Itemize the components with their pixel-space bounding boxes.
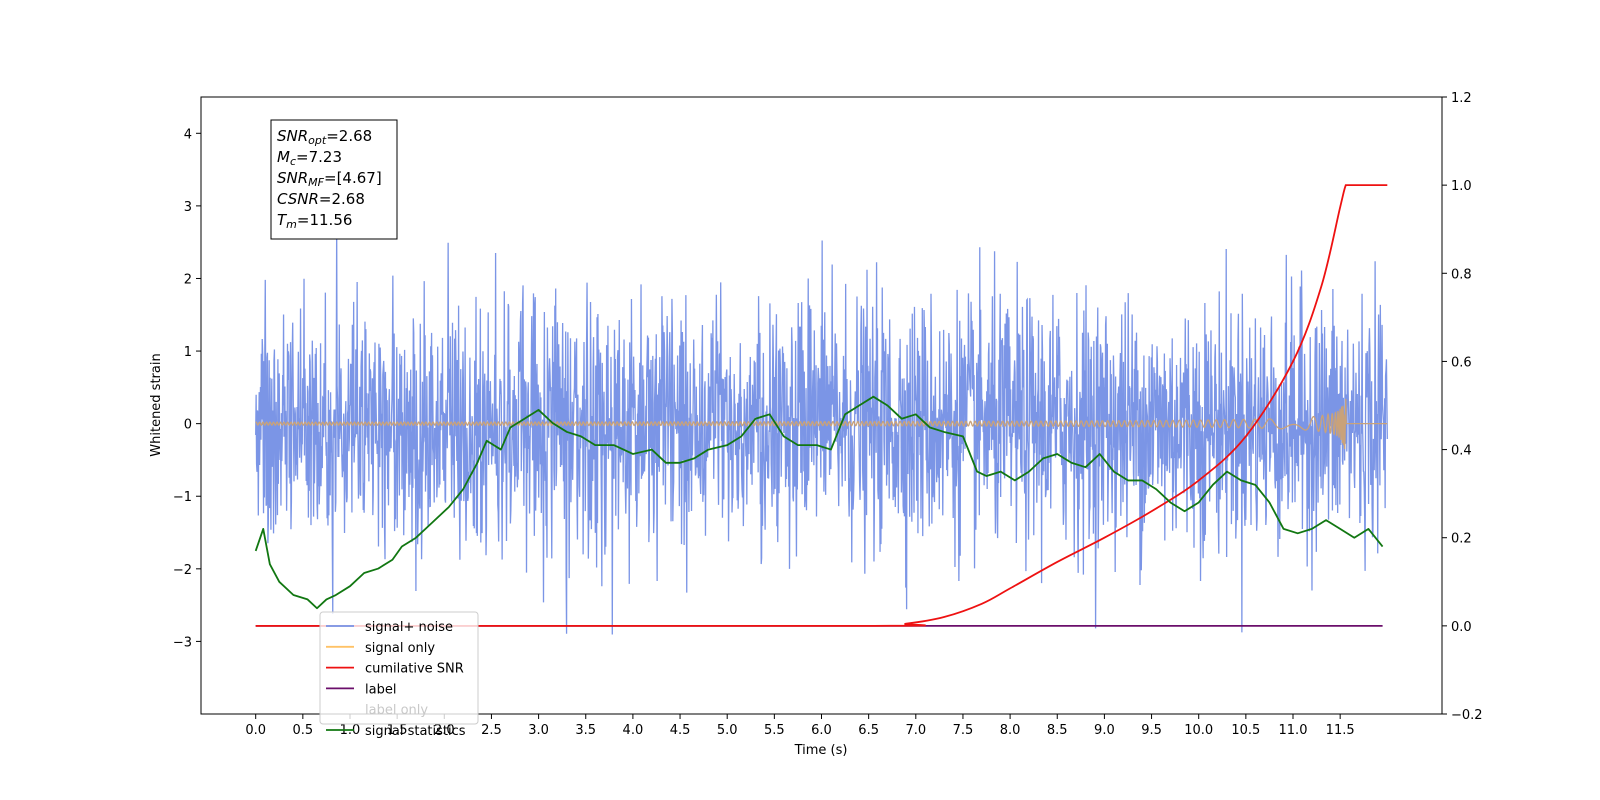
x-tick-label: 5.0 (717, 723, 738, 738)
y-axis-label: Whitened strain (149, 353, 164, 456)
x-tick-label: 11.0 (1279, 723, 1308, 738)
x-tick-label: 7.5 (953, 723, 974, 738)
annotation-symbol: M (277, 148, 290, 166)
right-y-tick-label: −0.2 (1451, 708, 1483, 723)
x-tick-label: 3.0 (528, 723, 549, 738)
annotation-symbol: SNR (277, 169, 308, 187)
left-y-tick-label: 2 (184, 272, 192, 287)
x-axis-label: Time (s) (794, 743, 848, 758)
left-y-tick-label: 0 (184, 418, 192, 433)
annotation-line: CSNR=2.68 (277, 190, 365, 208)
x-tick-label: 9.5 (1141, 723, 1162, 738)
right-y-tick-label: 0.6 (1451, 355, 1472, 370)
annotation-line: SNRopt=2.68 (277, 127, 372, 147)
left-y-tick-label: −2 (173, 563, 192, 578)
x-tick-label: 3.5 (575, 723, 596, 738)
x-tick-label: 10.0 (1184, 723, 1213, 738)
series-signal-statistics-line (254, 395, 1384, 610)
annotation-value: =2.68 (319, 190, 365, 208)
series-signal-only-line (255, 398, 1388, 450)
right-y-axis-ticks: −0.2 0.0 0.2 0.4 0.6 0.8 1.0 1.2 (1442, 91, 1483, 723)
annotation-subscript: m (286, 218, 297, 231)
left-y-tick-label: 4 (184, 127, 192, 142)
x-tick-label: 2.5 (481, 723, 502, 738)
x-tick-label: 8.0 (1000, 723, 1021, 738)
parameter-annotation-box: SNRopt=2.68Mc=7.23SNRMF=[4.67]CSNR=2.68T… (270, 119, 398, 240)
x-tick-label: 6.5 (858, 723, 879, 738)
right-y-tick-label: 0.0 (1451, 620, 1472, 635)
right-y-tick-label: 0.4 (1451, 444, 1472, 459)
left-y-tick-label: 1 (184, 345, 192, 360)
annotation-box-frame (270, 119, 398, 240)
x-tick-label: 7.0 (905, 723, 926, 738)
annotation-symbol: CSNR (277, 190, 319, 208)
left-y-tick-label: 3 (184, 200, 192, 215)
x-tick-label: 1.5 (387, 723, 408, 738)
x-tick-label: 10.5 (1231, 723, 1260, 738)
left-y-axis-ticks: −3 −2 −1 0 1 2 3 4 (173, 127, 201, 650)
annotation-line: SNRMF=[4.67] (277, 169, 382, 189)
right-y-tick-label: 1.0 (1451, 179, 1472, 194)
annotation-value: =[4.67] (324, 169, 382, 187)
x-tick-label: 4.0 (623, 723, 644, 738)
annotation-line: Mc=7.23 (277, 148, 342, 168)
legend-frame (319, 611, 479, 725)
legend-entry-label: signal only (365, 641, 435, 656)
x-tick-label: 5.5 (764, 723, 785, 738)
x-tick-label: 6.0 (811, 723, 832, 738)
annotation-symbol: SNR (277, 127, 308, 145)
x-tick-label: 11.5 (1326, 723, 1355, 738)
x-tick-label: 9.0 (1094, 723, 1115, 738)
right-y-tick-label: 1.2 (1451, 91, 1472, 106)
annotation-line: Tm=11.56 (277, 211, 352, 231)
x-tick-label: 4.5 (670, 723, 691, 738)
right-y-tick-label: 0.8 (1451, 267, 1472, 282)
annotation-value: =11.56 (297, 211, 353, 229)
right-y-tick-label: 0.2 (1451, 532, 1472, 547)
x-tick-label: 2.0 (434, 723, 455, 738)
legend: signal+ noise signal only cumilative SNR la… (319, 611, 479, 739)
x-axis-ticks: 0.0 0.5 1.0 1.5 2.0 2.5 3.0 3.5 4.0 4.5 5.0 5.5 6.0 6… (245, 714, 1355, 738)
annotation-symbol: T (277, 211, 288, 229)
left-y-tick-label: −1 (173, 490, 192, 505)
legend-entry-label: signal statistics (365, 724, 466, 739)
x-tick-label: 8.5 (1047, 723, 1068, 738)
legend-entry-label: signal+ noise (365, 620, 453, 635)
annotation-value: =7.23 (296, 148, 342, 166)
legend-entry-label: cumilative SNR (365, 662, 464, 677)
left-y-tick-label: −3 (173, 635, 192, 650)
series-cumulative-snr-line (255, 184, 1388, 627)
annotation-subscript: opt (308, 134, 327, 147)
legend-entry-label: label (365, 682, 396, 697)
series-signal-noise-line (255, 226, 1388, 635)
legend-entry-label: label only (365, 703, 428, 718)
annotation-value: =2.68 (326, 127, 372, 145)
annotation-subscript: MF (308, 176, 324, 189)
annotation-subscript: c (290, 155, 296, 168)
x-tick-label: 0.0 (245, 723, 266, 738)
x-tick-label: 0.5 (293, 723, 314, 738)
